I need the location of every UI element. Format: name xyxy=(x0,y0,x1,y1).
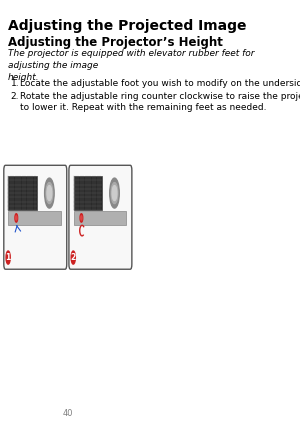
Circle shape xyxy=(71,251,75,264)
FancyBboxPatch shape xyxy=(74,211,126,225)
Circle shape xyxy=(45,178,54,208)
FancyBboxPatch shape xyxy=(8,211,61,225)
Circle shape xyxy=(80,214,83,222)
Text: The projector is equipped with elevator rubber feet for adjusting the image
heig: The projector is equipped with elevator … xyxy=(8,49,255,82)
Circle shape xyxy=(16,216,17,220)
Circle shape xyxy=(112,186,117,201)
Text: Locate the adjustable foot you wish to modify on the underside of the projector.: Locate the adjustable foot you wish to m… xyxy=(20,79,300,88)
Text: 1: 1 xyxy=(5,253,11,262)
Text: Rotate the adjustable ring counter clockwise to raise the projector or clockwise: Rotate the adjustable ring counter clock… xyxy=(20,92,300,112)
Circle shape xyxy=(46,183,53,204)
Circle shape xyxy=(110,178,119,208)
Text: Adjusting the Projected Image: Adjusting the Projected Image xyxy=(8,19,247,33)
FancyBboxPatch shape xyxy=(74,176,102,210)
Circle shape xyxy=(15,214,18,222)
Circle shape xyxy=(6,251,10,264)
Circle shape xyxy=(81,216,82,220)
Circle shape xyxy=(111,183,118,204)
FancyBboxPatch shape xyxy=(4,165,67,269)
FancyBboxPatch shape xyxy=(69,165,132,269)
Text: 1.: 1. xyxy=(11,79,20,88)
Text: 2: 2 xyxy=(70,253,76,262)
Circle shape xyxy=(47,186,52,201)
Text: 2.: 2. xyxy=(11,92,20,101)
Text: Adjusting the Projector’s Height: Adjusting the Projector’s Height xyxy=(8,36,223,49)
FancyBboxPatch shape xyxy=(8,176,37,210)
Text: 40: 40 xyxy=(63,409,73,418)
